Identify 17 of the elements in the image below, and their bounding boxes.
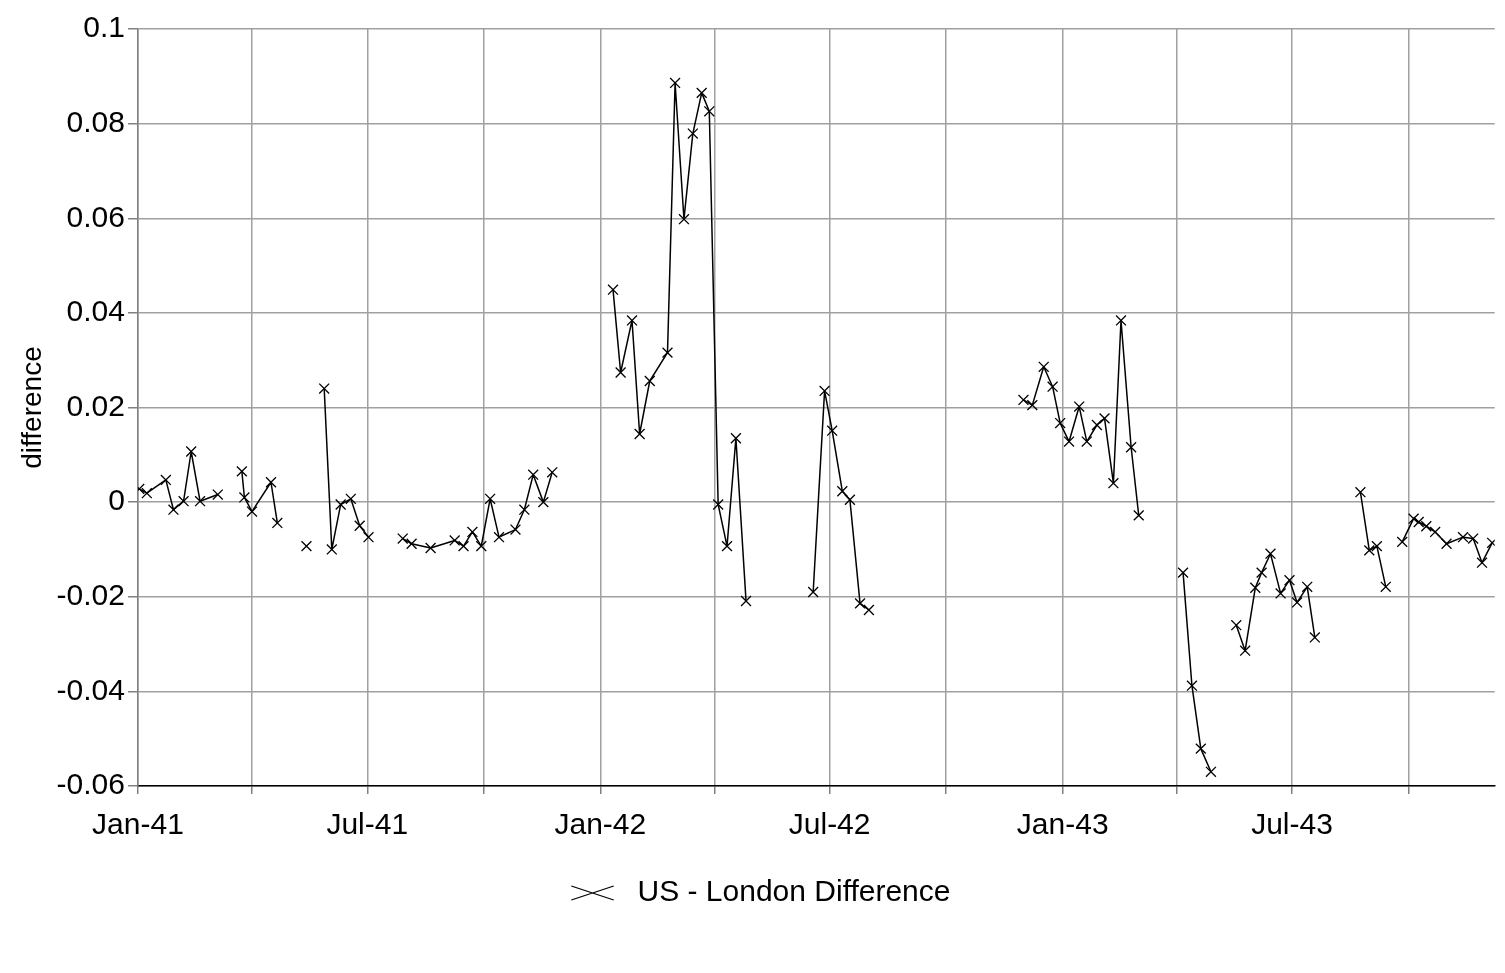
x-tick-label: Jan-43 [1016, 807, 1109, 841]
y-tick-label: 0.04 [66, 294, 125, 328]
y-tick-label: 0.02 [66, 388, 125, 422]
y-tick-label: -0.06 [56, 767, 125, 801]
x-tick-label: Jan-41 [92, 807, 184, 841]
y-tick-label: -0.02 [56, 578, 125, 612]
y-tick-label: 0.1 [83, 10, 125, 44]
y-tick-label: 0.08 [66, 104, 125, 138]
x-tick-label: Jul-43 [1251, 807, 1333, 841]
legend-label: US - London Difference [637, 874, 951, 908]
x-tick-label: Jan-42 [554, 807, 647, 841]
y-tick-label: 0.06 [66, 199, 125, 233]
y-axis-title: difference [15, 346, 47, 469]
y-tick-label: 0 [108, 483, 125, 517]
x-tick-label: Jul-41 [326, 807, 409, 841]
x-tick-label: Jul-42 [788, 807, 871, 841]
y-tick-label: -0.04 [56, 672, 125, 706]
